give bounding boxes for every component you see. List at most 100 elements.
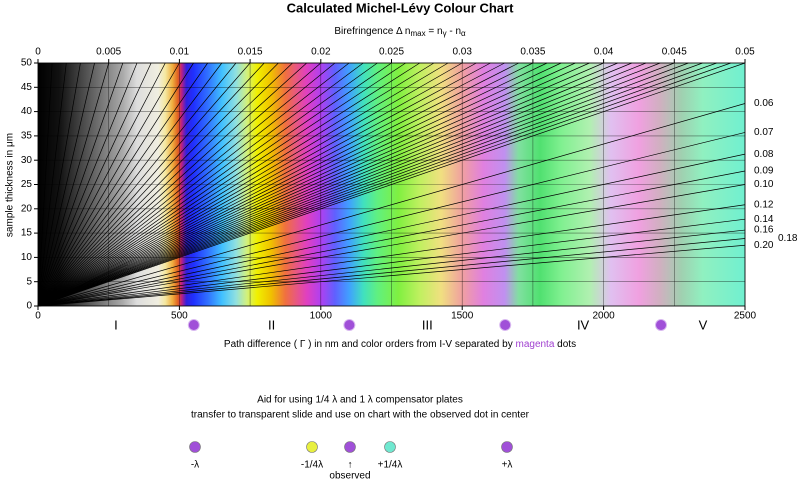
birefringence-line: [37, 62, 717, 307]
y-tick-label: 40: [21, 106, 33, 117]
birefringence-line: [37, 62, 336, 307]
birefringence-line: [37, 62, 534, 307]
line-label: 0.14: [754, 214, 774, 225]
compensator-subtitle: transfer to transparent slide and use on…: [191, 410, 530, 421]
x2-tick-label: 0.04: [594, 47, 614, 58]
birefringence-line: [37, 184, 746, 307]
line-label: 0.10: [754, 179, 774, 190]
birefringence-line: [37, 62, 505, 307]
birefringence-line: [37, 62, 293, 307]
label-part: - n: [447, 26, 461, 37]
order-boundary-dot: [499, 319, 512, 331]
birefringence-line: [37, 62, 477, 307]
label-part: = n: [426, 26, 443, 37]
birefringence-line: [37, 62, 435, 307]
order-label: II: [268, 317, 275, 332]
birefringence-line: [37, 244, 746, 307]
y-tick-label: 45: [21, 82, 33, 93]
order-label: V: [699, 317, 708, 332]
label-sub: max: [411, 29, 426, 38]
compensator-dot: [344, 441, 356, 453]
label-part: Birefringence Δ n: [334, 26, 410, 37]
birefringence-line: [37, 103, 746, 307]
label-highlight: magenta: [515, 339, 554, 350]
y-tick-label: 50: [21, 58, 33, 69]
x-tick-label: 1500: [451, 311, 474, 322]
birefringence-line: [37, 62, 633, 307]
birefringence-line: [37, 62, 180, 307]
birefringence-line: [37, 62, 279, 307]
x2-tick-label: 0: [35, 47, 41, 58]
birefringence-line: [37, 132, 746, 307]
birefringence-line: [37, 62, 618, 307]
line-label: 0.12: [754, 199, 774, 210]
birefringence-line: [37, 62, 322, 307]
birefringence-line: [37, 62, 110, 307]
y-axis-label: sample thickness in μm: [5, 133, 16, 237]
compensator-dot: [189, 441, 201, 453]
line-label: 0.20: [754, 240, 774, 251]
birefringence-line: [37, 238, 746, 307]
birefringence-line: [37, 62, 166, 307]
x2-tick-label: 0.01: [170, 47, 190, 58]
birefringence-line: [37, 62, 519, 307]
birefringence-line: [37, 229, 746, 307]
birefringence-line: [37, 62, 463, 307]
y-tick-label: 0: [26, 301, 32, 312]
compensator-label: -λ: [191, 460, 199, 471]
x2-tick-label: 0.025: [379, 47, 404, 58]
compensator-dot: [384, 441, 396, 453]
x-tick-label: 2000: [592, 311, 615, 322]
x-tick-label: 2500: [734, 311, 757, 322]
observed-label: observed: [329, 471, 370, 481]
birefringence-line: [37, 62, 138, 307]
compensator-label: +λ: [502, 460, 513, 471]
x-tick-label: 500: [171, 311, 188, 322]
line-label: 0.16: [754, 225, 774, 236]
x2-tick-label: 0.03: [452, 47, 472, 58]
x-tick-label: 0: [35, 311, 41, 322]
y-tick-label: 25: [21, 179, 33, 190]
line-label: 0.06: [754, 98, 774, 109]
birefringence-line: [37, 62, 237, 307]
x2-tick-label: 0.005: [96, 47, 121, 58]
birefringence-line: [37, 62, 208, 307]
birefringence-line: [37, 62, 223, 307]
birefringence-line: [37, 62, 265, 307]
birefringence-line: [37, 62, 746, 307]
birefringence-line: [37, 62, 576, 307]
birefringence-line: [37, 153, 746, 307]
y-tick-label: 30: [21, 155, 33, 166]
birefringence-line: [37, 62, 604, 307]
order-label: IV: [577, 317, 590, 332]
label-sub: α: [461, 29, 466, 38]
x2-tick-label: 0.02: [311, 47, 331, 58]
label-part: dots: [554, 339, 576, 350]
birefringence-line: [37, 62, 661, 307]
birefringence-line: [37, 62, 81, 307]
order-boundary-dot: [655, 319, 668, 331]
compensator-label: +1/4λ: [378, 460, 403, 471]
birefringence-line: [37, 62, 124, 307]
line-label: 0.08: [754, 149, 774, 160]
birefringence-line: [37, 62, 647, 307]
birefringence-line: [37, 62, 731, 307]
birefringence-line: [37, 204, 746, 307]
birefringence-line: [37, 62, 420, 307]
birefringence-line: [37, 62, 703, 307]
birefringence-line: [37, 62, 548, 307]
compensator-dot: [501, 441, 513, 453]
compensator-dot: [306, 441, 318, 453]
birefringence-line: [37, 62, 307, 307]
birefringence-line: [37, 62, 491, 307]
birefringence-line: [37, 218, 746, 307]
birefringence-line: [37, 62, 95, 307]
birefringence-line: [37, 62, 378, 307]
birefringence-line: [37, 62, 53, 307]
y-tick-label: 10: [21, 252, 33, 263]
compensator-label: -1/4λ: [301, 460, 323, 471]
x-tick-label: 1000: [310, 311, 333, 322]
birefringence-line: [37, 62, 194, 307]
birefringence-line: [37, 170, 746, 307]
